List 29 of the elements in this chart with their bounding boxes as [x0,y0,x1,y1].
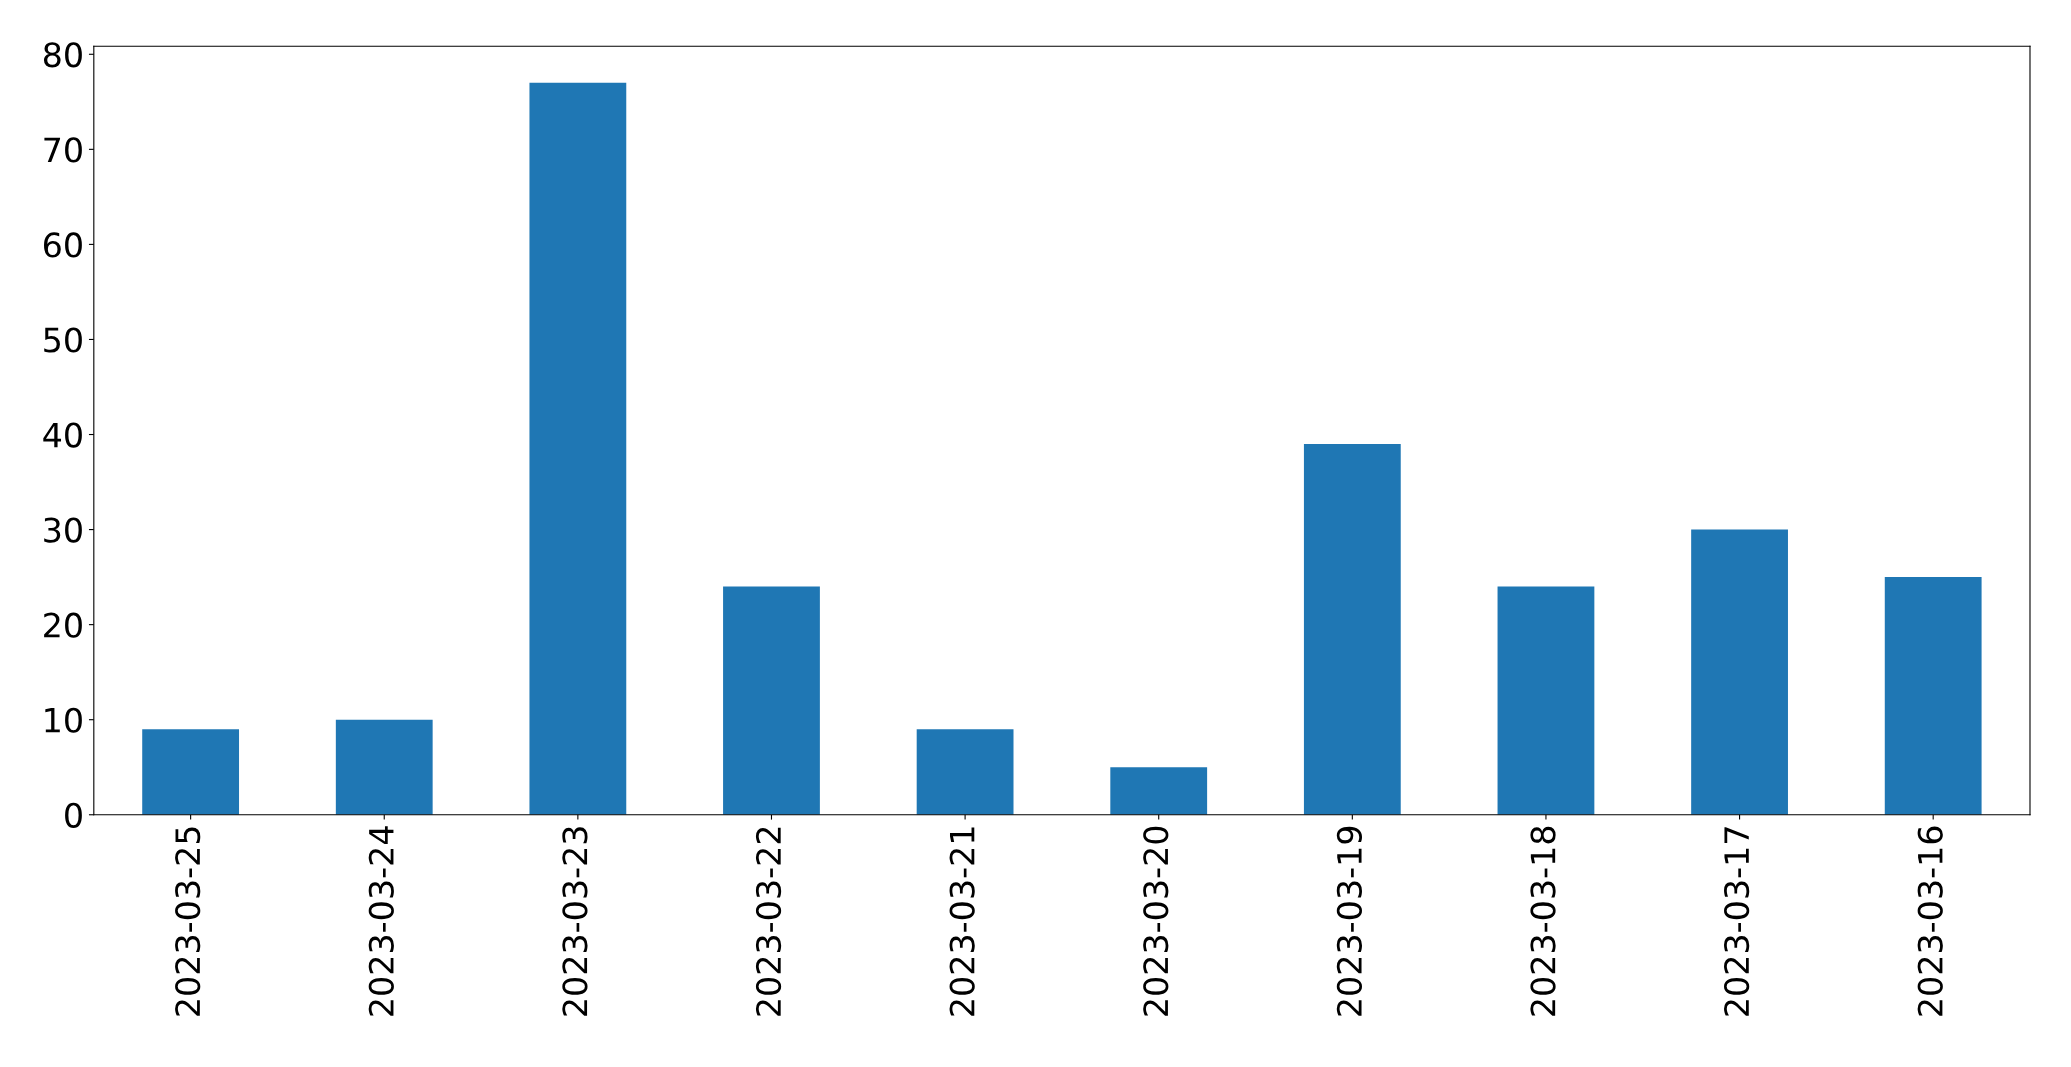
x-tick-label: 2023-03-17 [1724,827,1750,1016]
x-tick-label: 2023-03-24 [368,826,394,1016]
y-tick-label: 0 [65,802,82,828]
y-tick-label: 60 [44,232,82,258]
y-tick-label: 40 [43,422,82,448]
bar [1303,444,1401,815]
bar [1691,529,1788,815]
bar [1884,577,1982,815]
x-tick-label: 2023-03-18 [1530,826,1556,1016]
x-tick-label: 2023-03-23 [562,827,588,1016]
bar [335,719,433,815]
x-tick-label: 2023-03-16 [1917,826,1943,1016]
y-tick-label: 70 [44,137,82,163]
bar [1497,586,1595,815]
x-tick-label: 2023-03-19 [1336,826,1362,1016]
y-tick-label: 20 [44,612,82,638]
bar [1110,767,1208,815]
y-tick-label: 10 [45,707,82,733]
x-tick-label: 2023-03-20 [1143,826,1169,1016]
y-tick-label: 30 [44,517,82,543]
bar [723,586,820,815]
bar [142,729,240,815]
bar [916,729,1014,815]
x-tick-label: 2023-03-22 [755,827,782,1016]
x-tick-label: 2023-03-25 [175,827,201,1016]
y-tick-label: 80 [43,42,82,68]
x-tick-label: 2023-03-21 [949,827,975,1016]
bar [529,82,627,815]
y-tick-label: 50 [44,327,82,353]
